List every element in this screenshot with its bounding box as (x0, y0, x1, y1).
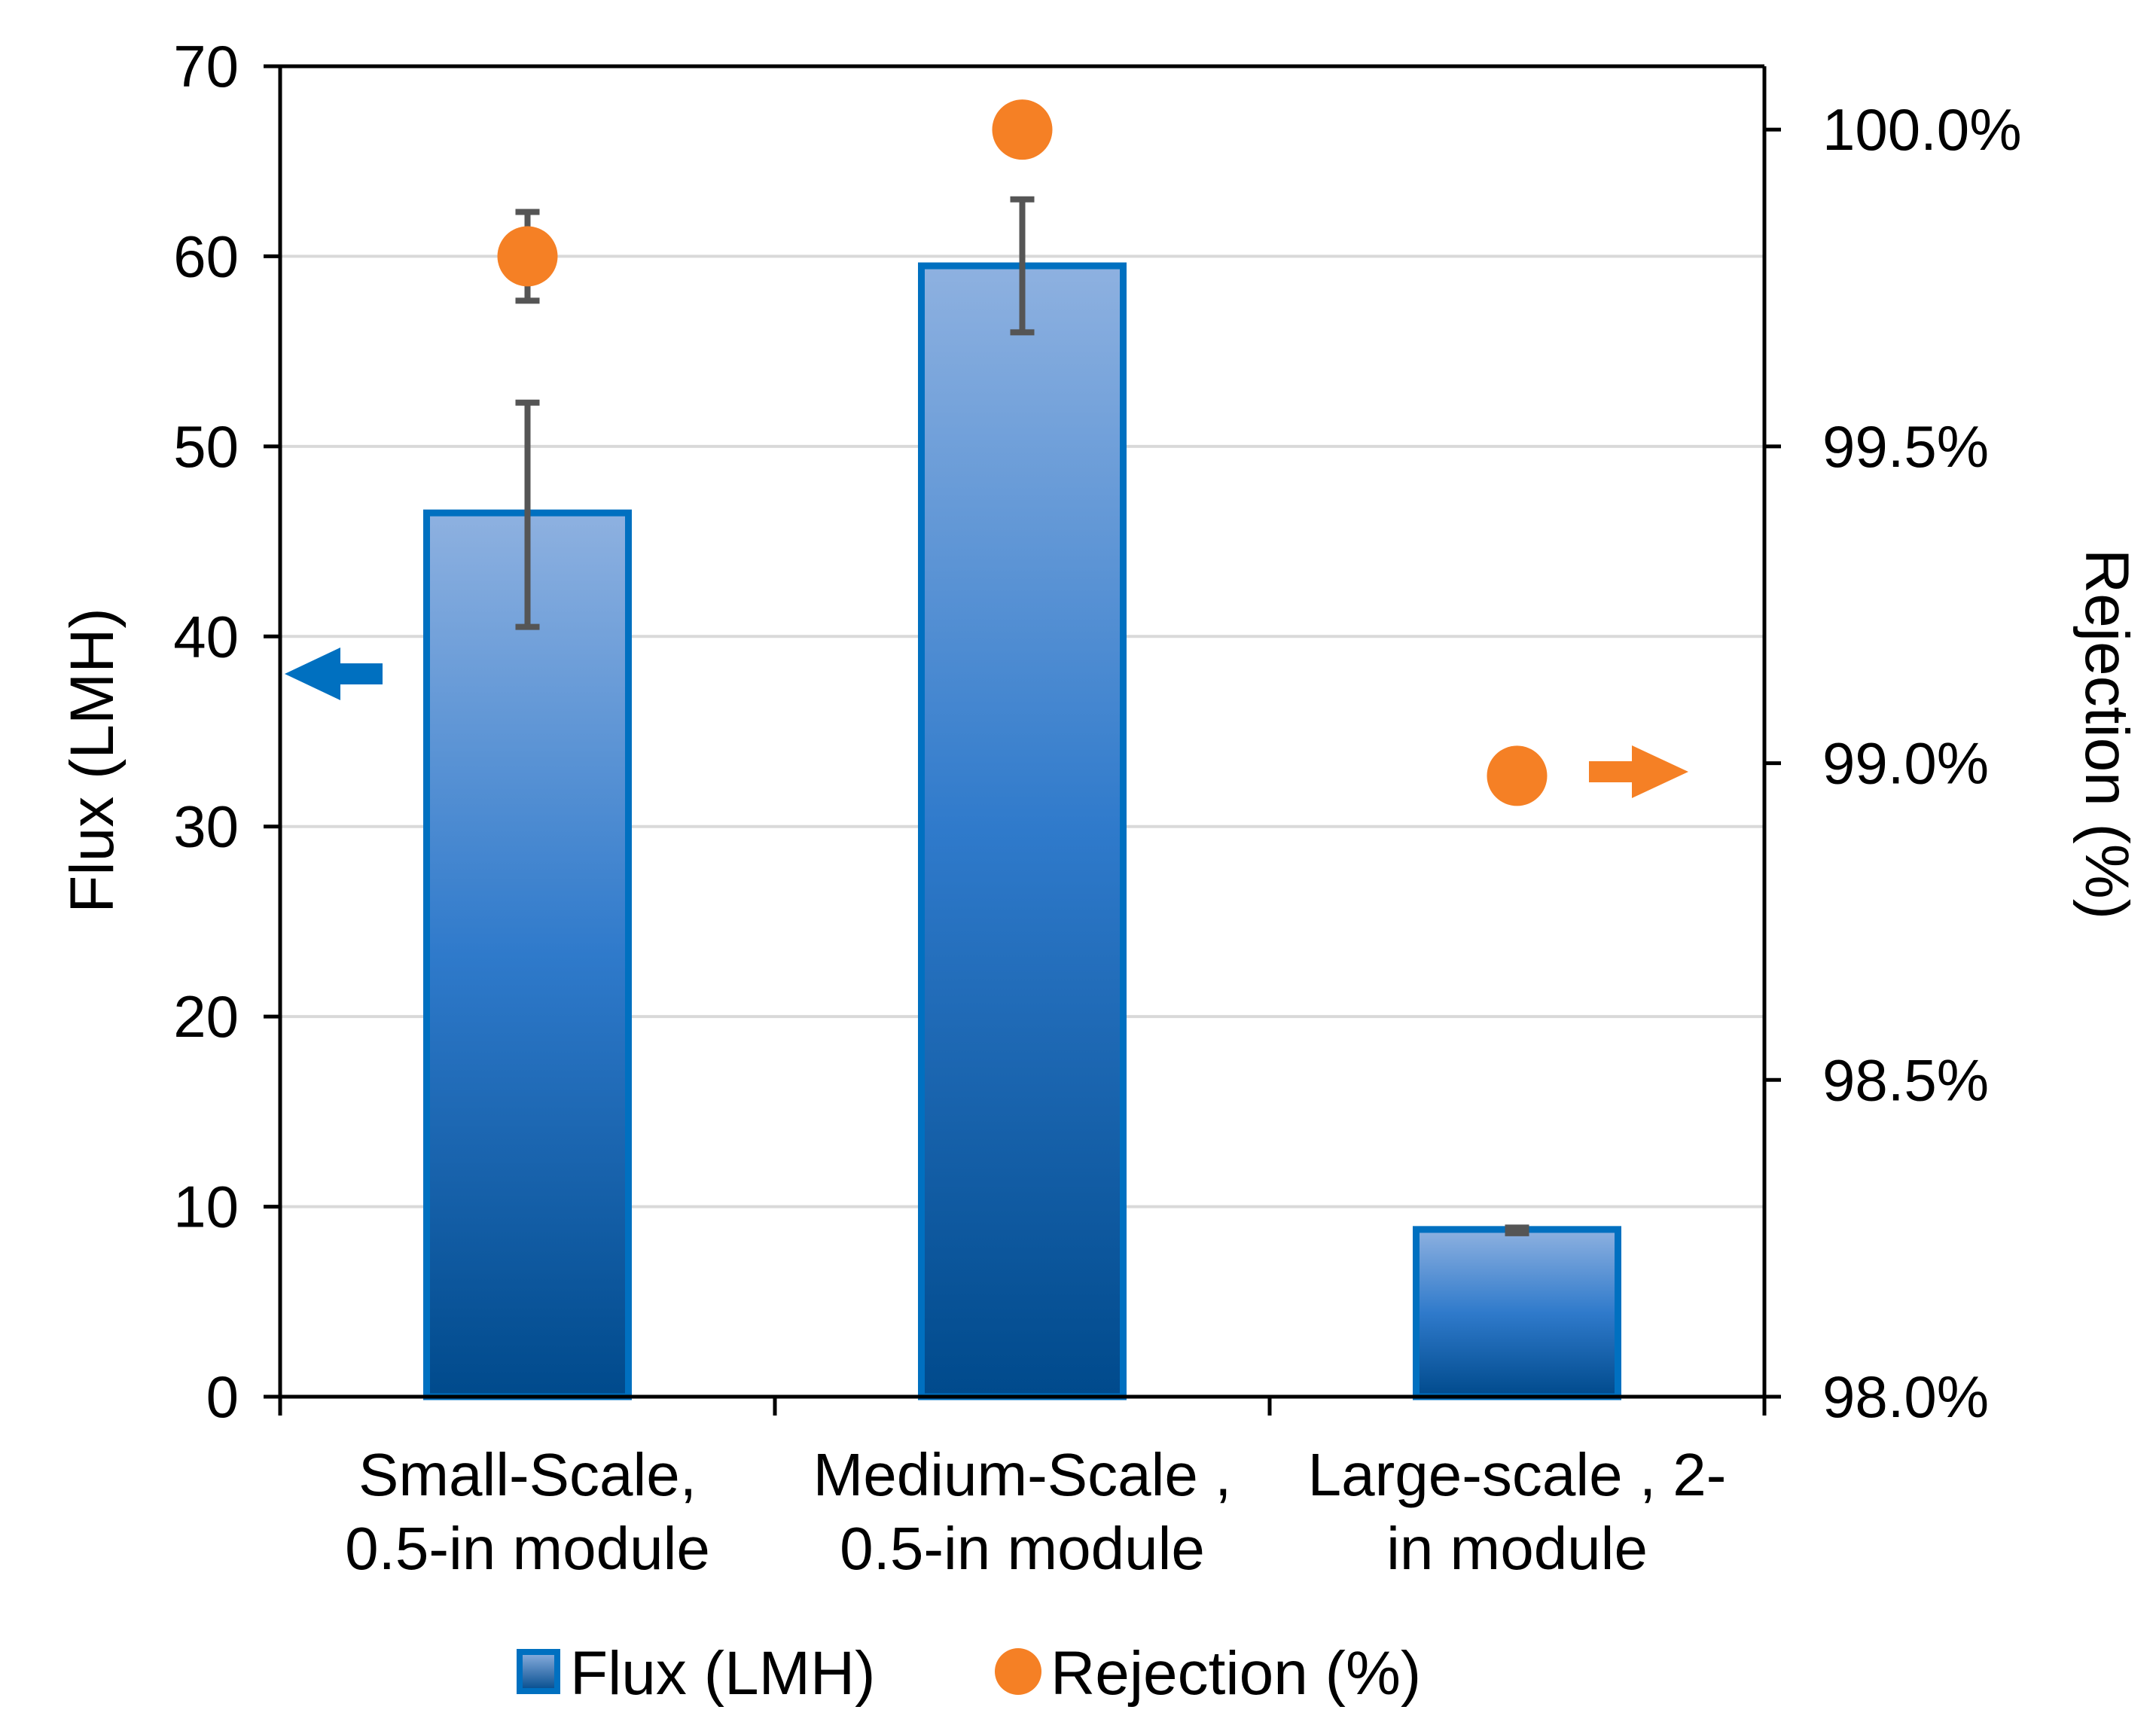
x-tick-label: Small-Scale, 0.5-in module (345, 1441, 710, 1582)
x-tick-label: Large-scale , 2- in module (1308, 1441, 1727, 1582)
flux-bar[interactable] (918, 262, 1127, 1400)
axis-labels: 0 10 20 30 40 50 60 70 98.0% 98.5% 99.0% 99.5% 100.0… (173, 33, 2021, 1582)
y-tick-label: 10 (173, 1174, 239, 1240)
y2-tick-label: 98.5% (1822, 1047, 1989, 1113)
y2-tick-label: 98.0% (1822, 1364, 1989, 1430)
y2-tick-label: 99.5% (1822, 413, 1989, 480)
x-tick-label-line: in module (1386, 1515, 1648, 1582)
legend: Flux (LMH) Rejection (%) (517, 1639, 1421, 1708)
flux-axis-arrow (285, 648, 383, 700)
x-tick-label-line: Large-scale , 2- (1308, 1441, 1727, 1508)
y2-tick-label: 99.0% (1822, 730, 1989, 797)
legend-label-flux: Flux (LMH) (570, 1639, 875, 1708)
y2-tick-label: 100.0% (1822, 96, 2022, 163)
legend-item-flux[interactable]: Flux (LMH) (517, 1639, 875, 1708)
rejection-axis-arrow (1589, 745, 1688, 798)
left-arrow-icon (285, 648, 383, 700)
right-arrow-icon (1589, 745, 1688, 798)
y-tick-label: 0 (206, 1364, 239, 1430)
legend-swatch-flux (517, 1649, 560, 1694)
legend-label-rejection: Rejection (%) (1051, 1639, 1421, 1708)
x-tick-label-line: Medium-Scale , (813, 1441, 1232, 1508)
axes (264, 64, 1781, 1416)
legend-swatch-rejection (995, 1648, 1041, 1695)
y-tick-label: 20 (173, 983, 239, 1050)
x-tick-label-line: Small-Scale, (358, 1441, 697, 1508)
y-tick-label: 30 (173, 794, 239, 860)
y-axis-title: Flux (LMH) (58, 608, 127, 913)
legend-item-rejection[interactable]: Rejection (%) (995, 1639, 1421, 1708)
rejection-points (497, 99, 1548, 806)
y-tick-label: 60 (173, 223, 239, 289)
flux-bar[interactable] (423, 509, 632, 1400)
flux-bars (423, 262, 1621, 1400)
rejection-point[interactable] (1487, 745, 1548, 806)
flux-bar[interactable] (1413, 1226, 1621, 1400)
y-tick-label: 70 (173, 33, 239, 99)
y-tick-label: 40 (173, 603, 239, 669)
x-tick-label-line: 0.5-in module (840, 1515, 1205, 1582)
rejection-point[interactable] (497, 226, 558, 287)
x-tick-label: Medium-Scale , 0.5-in module (813, 1441, 1232, 1582)
rejection-point[interactable] (992, 99, 1053, 160)
y-tick-label: 50 (173, 413, 239, 480)
y2-axis-title: Rejection (%) (2072, 549, 2141, 919)
x-tick-label-line: 0.5-in module (345, 1515, 710, 1582)
